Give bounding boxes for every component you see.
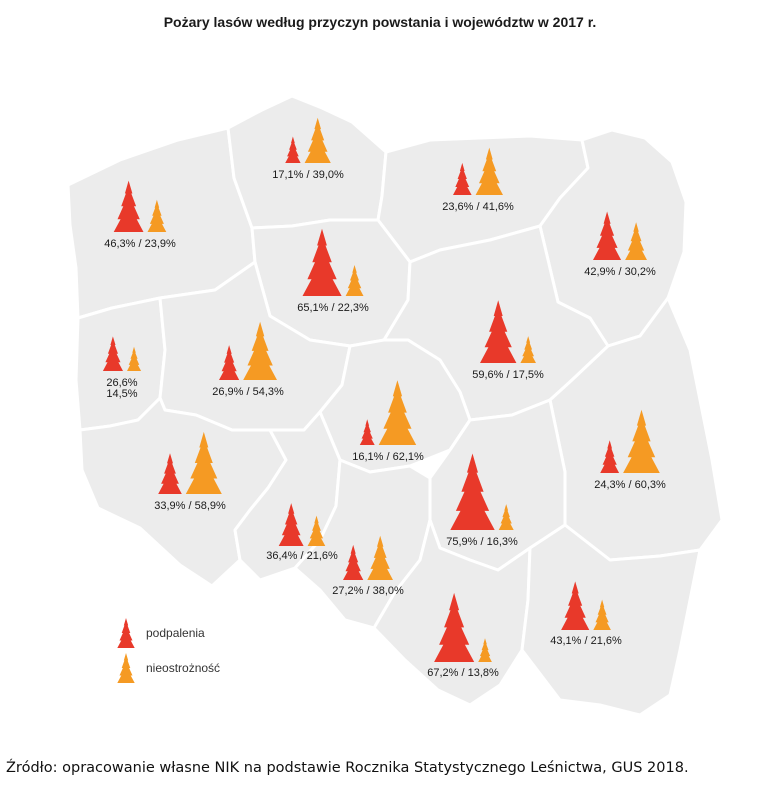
marker-mazowieckie: 59,6% / 17,5%	[472, 300, 544, 381]
tree-podpalenia	[219, 345, 240, 380]
value-label: 27,2% / 38,0%	[332, 585, 404, 597]
marker-zachodniopomorskie: 46,3% / 23,9%	[104, 180, 176, 250]
value-label: 26,9% / 54,3%	[212, 386, 284, 398]
tree-podpalenia	[158, 453, 182, 494]
tree-podpalenia	[285, 136, 301, 163]
marker-łódzkie: 16,1% / 62,1%	[352, 380, 424, 463]
value-label: 26,6%	[106, 377, 137, 389]
map-title: Pożary lasów według przyczyn powstania i…	[163, 14, 597, 30]
tree-nieostroznosc	[345, 265, 364, 296]
value-label: 67,2% / 13,8%	[427, 667, 499, 679]
tree-nieostroznosc	[623, 409, 660, 473]
legend-item-podpalenia: podpalenia	[117, 618, 205, 648]
legend: podpalenia nieostrożność	[117, 618, 220, 683]
tree-nieostroznosc	[243, 321, 277, 380]
value-label: 24,3% / 60,3%	[594, 479, 666, 491]
legend-tree-icon	[117, 653, 135, 683]
marker-śląskie: 27,2% / 38,0%	[332, 535, 404, 597]
tree-nieostroznosc	[593, 599, 611, 630]
value-label-secondary: 14,5%	[106, 388, 137, 400]
tree-podpalenia	[434, 592, 475, 662]
tree-nieostroznosc	[378, 380, 417, 445]
marker-wielkopolskie: 26,9% / 54,3%	[212, 321, 284, 398]
tree-podpalenia	[480, 300, 517, 363]
tree-podpalenia	[102, 336, 123, 371]
legend-tree-icon	[117, 618, 135, 648]
tree-nieostroznosc	[498, 504, 514, 530]
marker-podkarpackie: 43,1% / 21,6%	[550, 581, 622, 647]
tree-podpalenia	[343, 544, 364, 580]
value-label: 23,6% / 41,6%	[442, 201, 514, 213]
marker-świętokrzyskie: 75,9% / 16,3%	[446, 453, 518, 548]
marker-opolskie: 36,4% / 21,6%	[266, 503, 338, 562]
marker-podlaskie: 42,9% / 30,2%	[584, 211, 656, 278]
tree-podpalenia	[561, 581, 590, 630]
tree-nieostroznosc	[625, 222, 647, 260]
tree-podpalenia	[359, 419, 375, 445]
tree-nieostroznosc	[127, 346, 142, 371]
value-label: 43,1% / 21,6%	[550, 635, 622, 647]
tree-nieostroznosc	[367, 535, 393, 580]
poland-map: 46,3% / 23,9% 17,1% / 39,0% 23,6% / 41,6% 4…	[66, 94, 724, 717]
tree-podpalenia	[450, 453, 495, 530]
legend-label: nieostrożność	[146, 661, 220, 675]
marker-warmińsko-mazurskie: 23,6% / 41,6%	[442, 147, 514, 213]
value-label: 65,1% / 22,3%	[297, 302, 369, 314]
marker-lubuskie: 26,6%14,5%	[102, 336, 142, 400]
value-label: 75,9% / 16,3%	[446, 536, 518, 548]
legend-label: podpalenia	[146, 626, 205, 640]
tree-nieostroznosc	[185, 431, 222, 494]
value-label: 59,6% / 17,5%	[472, 369, 544, 381]
tree-podpalenia	[278, 503, 304, 546]
tree-nieostroznosc	[307, 515, 326, 546]
value-label: 42,9% / 30,2%	[584, 266, 656, 278]
legend-item-nieostroznosc: nieostrożność	[117, 653, 220, 683]
value-label: 16,1% / 62,1%	[352, 451, 424, 463]
tree-podpalenia	[593, 211, 622, 260]
tree-podpalenia	[302, 228, 342, 296]
marker-lubelskie: 24,3% / 60,3%	[594, 409, 666, 491]
fire-cause-markers: 46,3% / 23,9% 17,1% / 39,0% 23,6% / 41,6% 4…	[102, 117, 666, 679]
value-label: 46,3% / 23,9%	[104, 238, 176, 250]
tree-nieostroznosc	[478, 638, 492, 662]
tree-podpalenia	[113, 180, 144, 232]
region-podkarpackie	[520, 523, 702, 717]
marker-kujawsko-pomorskie: 65,1% / 22,3%	[297, 228, 369, 314]
tree-nieostroznosc	[475, 147, 503, 195]
source-note: Źródło: opracowanie własne NIK na podsta…	[6, 760, 689, 776]
tree-nieostroznosc	[147, 199, 167, 232]
marker-pomorskie: 17,1% / 39,0%	[272, 117, 344, 181]
value-label: 36,4% / 21,6%	[266, 550, 338, 562]
value-label: 33,9% / 58,9%	[154, 500, 226, 512]
marker-dolnośląskie: 33,9% / 58,9%	[154, 431, 226, 512]
tree-podpalenia	[600, 440, 620, 473]
value-label: 17,1% / 39,0%	[272, 169, 344, 181]
tree-nieostroznosc	[304, 117, 331, 163]
tree-podpalenia	[453, 162, 472, 195]
tree-nieostroznosc	[520, 336, 536, 363]
marker-małopolskie: 67,2% / 13,8%	[427, 592, 499, 679]
